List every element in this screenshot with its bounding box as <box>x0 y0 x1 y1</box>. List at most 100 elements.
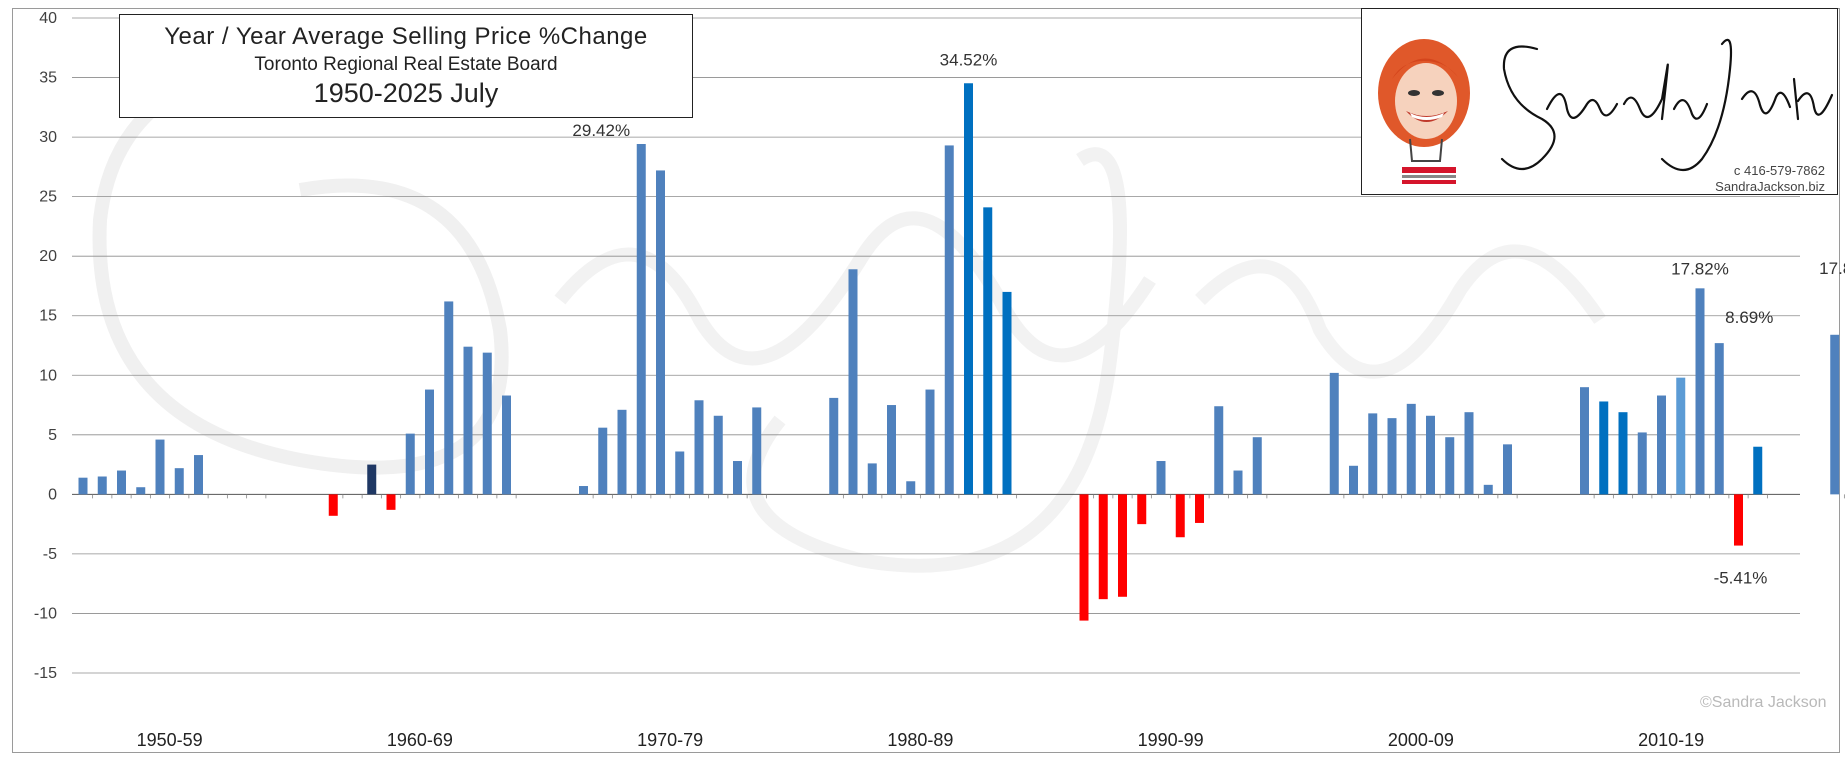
bar-1950-59-2 <box>117 470 126 495</box>
bar-2010-19-1 <box>1599 401 1609 495</box>
bar-1970-79-9 <box>752 407 762 495</box>
bar-2010-19-4 <box>1657 395 1666 495</box>
bar-2010-19-3 <box>1637 432 1647 495</box>
y-tick-label: 5 <box>48 427 57 444</box>
bar-1970-79-4 <box>656 170 665 495</box>
y-tick-label: 40 <box>39 10 57 27</box>
y-tick-label: 10 <box>39 367 57 384</box>
bar-2000-09-2 <box>1368 413 1378 495</box>
bar-1950-59-3 <box>136 487 146 495</box>
bar-1980-89-0 <box>829 397 839 495</box>
bar-1960-69-5 <box>425 389 434 495</box>
bar-1960-69-9 <box>502 395 511 495</box>
bar-1960-69-4 <box>405 433 415 495</box>
bar-2010-19-7 <box>1714 343 1724 495</box>
watermark-stroke <box>746 147 1127 573</box>
y-axis-labels: 40 35 30 25 20 15 10 5 0 -5 -10 -15 <box>34 10 57 682</box>
y-tick-label: -10 <box>34 605 57 622</box>
bar-1960-69-0 <box>328 494 338 516</box>
data-label: -5.41% <box>1714 569 1768 588</box>
bar-annotations: 29.42%34.52%17.82%17.84%8.69%-5.41%-2.63… <box>572 50 1845 587</box>
data-label: 29.42% <box>572 121 630 140</box>
y-tick-label: 30 <box>39 129 57 146</box>
bar-2000-09-6 <box>1445 437 1455 495</box>
bar-1980-89-6 <box>944 145 954 495</box>
bar-2010-19-0 <box>1580 387 1589 495</box>
watermark-stroke <box>554 211 1156 366</box>
y-tick-label: -15 <box>34 665 57 682</box>
bar-2000-09-7 <box>1464 412 1474 495</box>
agent-branding: c 416-579-7862 SandraJackson.biz <box>1361 8 1838 195</box>
bar-2010-19-2 <box>1618 412 1628 495</box>
x-category-label: 1960-69 <box>387 730 453 750</box>
bar-2010-19-6 <box>1695 288 1705 495</box>
bar-1970-79-3 <box>636 143 646 495</box>
x-axis-labels: 1950-59 1960-69 1970-79 1980-89 1990-99 2000-… <box>137 730 1705 750</box>
bar-1970-79-6 <box>694 400 704 495</box>
agent-phone: c 416-579-7862 <box>1733 163 1825 178</box>
bar-1970-79-7 <box>713 415 723 495</box>
bar-2010-19-5 <box>1676 377 1686 495</box>
bar-2000-09-4 <box>1406 403 1416 495</box>
bar-1950-59-0 <box>78 477 88 495</box>
chart-subtitle: Toronto Regional Real Estate Board <box>254 54 558 75</box>
y-tick-label: -5 <box>43 546 57 563</box>
y-tick-label: 35 <box>39 70 57 87</box>
bar-2010-19-8 <box>1734 494 1743 546</box>
agent-website: SandraJackson.biz <box>1715 179 1825 194</box>
bar-1990-99-5 <box>1175 494 1185 538</box>
chart-title-box: Year / Year Average Selling Price %Chang… <box>119 14 693 118</box>
bar-1950-59-1 <box>97 476 107 495</box>
y-tick-label: 20 <box>39 248 57 265</box>
bar-1950-59-5 <box>174 468 184 495</box>
bars <box>78 83 1840 621</box>
bar-1990-99-8 <box>1233 470 1243 495</box>
bar-2020-29-0 <box>1830 334 1840 495</box>
bar-1970-79-1 <box>598 427 608 495</box>
bar-1980-89-4 <box>906 481 916 495</box>
bar-2000-09-3 <box>1387 418 1397 495</box>
y-tick-label: 25 <box>39 189 57 206</box>
bar-1990-99-0 <box>1079 494 1089 621</box>
x-category-label: 1970-79 <box>637 730 703 750</box>
bar-2000-09-5 <box>1426 415 1435 495</box>
data-label: 17.84% <box>1819 259 1845 278</box>
bar-1990-99-9 <box>1252 437 1262 495</box>
bar-1990-99-3 <box>1137 494 1147 525</box>
bar-1960-69-8 <box>482 352 492 495</box>
bar-1980-89-1 <box>848 269 858 495</box>
y-tick-label: 15 <box>39 308 57 325</box>
bar-1960-69-6 <box>444 301 454 495</box>
x-category-label: 2000-09 <box>1388 730 1454 750</box>
bar-1980-89-2 <box>867 463 877 495</box>
bar-1990-99-4 <box>1156 461 1166 495</box>
bar-1990-99-2 <box>1118 494 1127 597</box>
bar-1990-99-6 <box>1195 494 1204 523</box>
bar-2000-09-0 <box>1329 372 1339 495</box>
bar-1960-69-2 <box>367 464 377 495</box>
watermark-stroke <box>1195 244 1606 379</box>
bar-2000-09-9 <box>1503 444 1512 495</box>
data-label: 8.69% <box>1725 308 1773 327</box>
signature-logo <box>1500 38 1834 172</box>
y-tick-label: 0 <box>48 486 57 503</box>
bar-1990-99-1 <box>1098 494 1108 600</box>
chart-title: Year / Year Average Selling Price %Chang… <box>164 23 648 50</box>
bar-1980-89-5 <box>925 389 935 495</box>
bar-2010-19-9 <box>1753 446 1763 495</box>
bar-1970-79-2 <box>617 409 627 495</box>
bar-1980-89-7 <box>964 83 973 495</box>
bar-1980-89-9 <box>1002 291 1012 495</box>
x-category-label: 1980-89 <box>887 730 953 750</box>
bar-1970-79-8 <box>733 461 742 495</box>
bar-1980-89-3 <box>887 405 896 495</box>
data-label: 34.52% <box>940 50 998 69</box>
x-category-label: 1990-99 <box>1138 730 1204 750</box>
agent-caricature-logo <box>1378 38 1834 184</box>
bar-1980-89-8 <box>983 207 993 495</box>
copyright-text: ©Sandra Jackson <box>1700 694 1827 711</box>
data-label: 17.82% <box>1671 259 1729 278</box>
bar-2000-09-8 <box>1483 484 1493 495</box>
bar-1960-69-3 <box>386 494 396 510</box>
x-category-label: 1950-59 <box>137 730 203 750</box>
